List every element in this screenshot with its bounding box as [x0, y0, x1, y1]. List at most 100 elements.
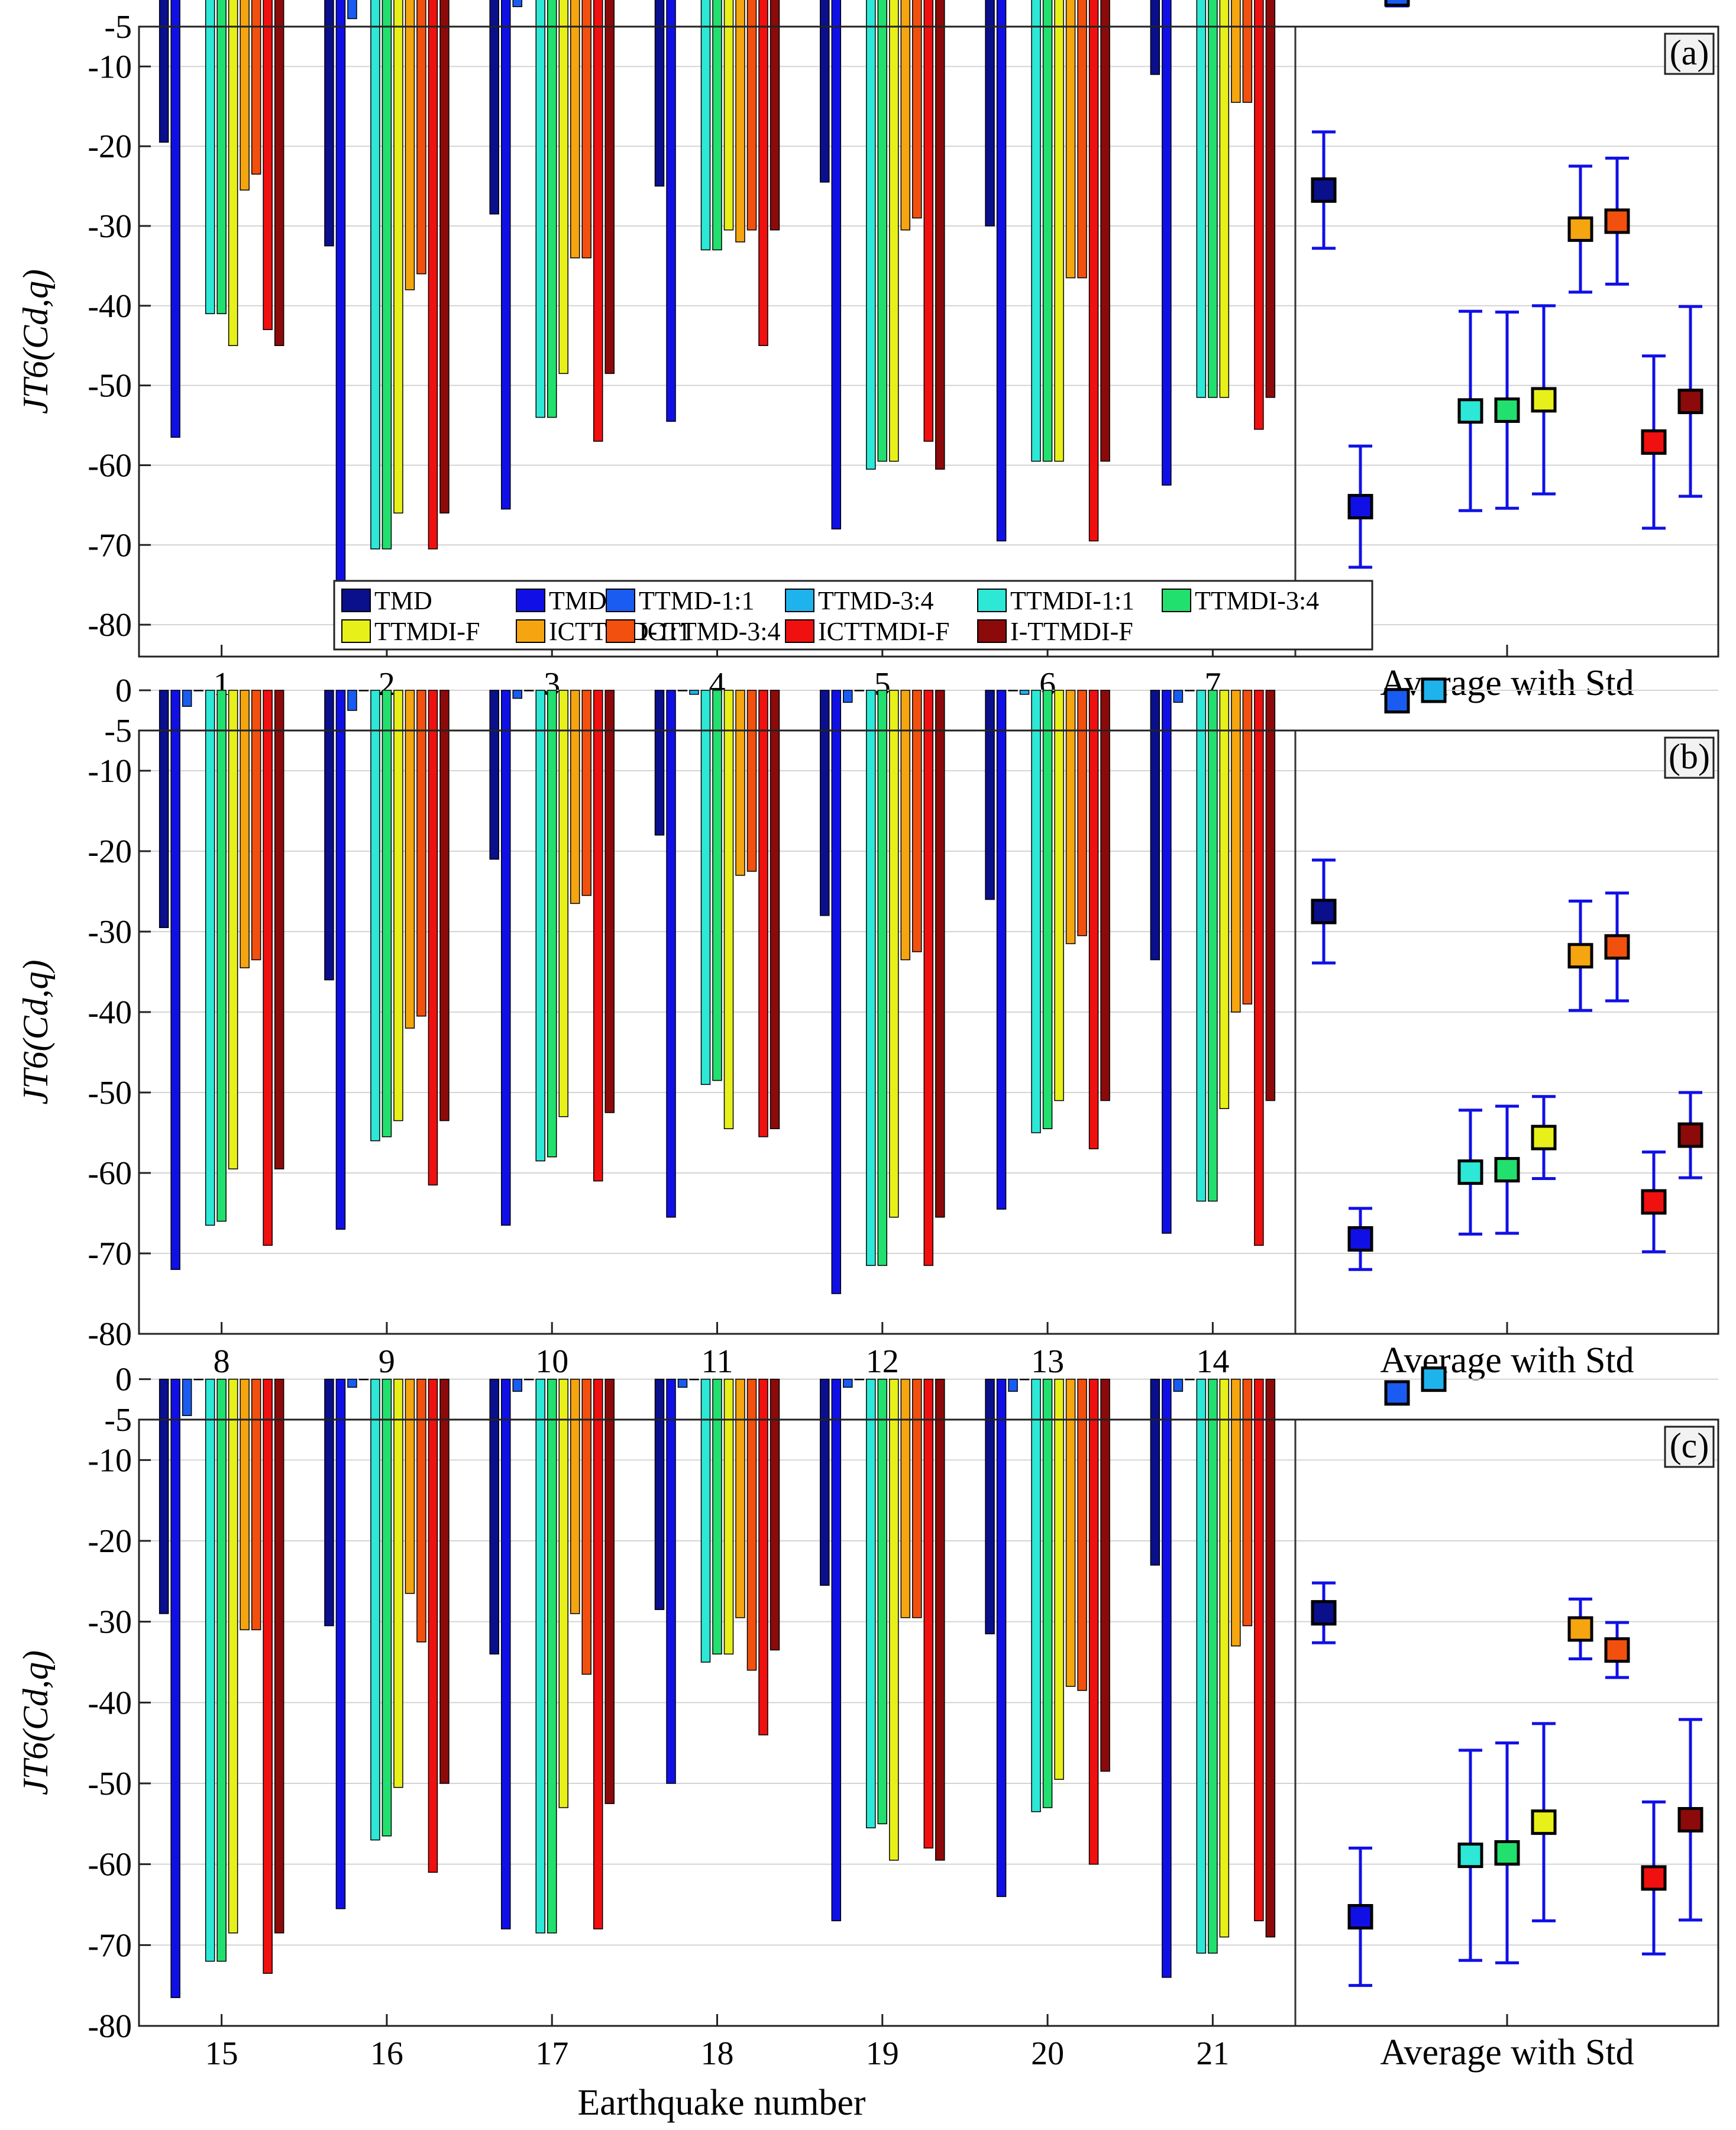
avg-tmdi-marker	[1347, 1226, 1373, 1252]
bar-tmdi	[170, 0, 180, 438]
bar-icttmd-3-4	[416, 690, 426, 1017]
bar-icttmdi-f	[263, 1378, 273, 1974]
bar-ttmdi-3-4	[216, 0, 227, 315]
bar-ttmd-3-4	[854, 690, 865, 691]
bar-ttmdi-f	[723, 0, 734, 231]
bar-icttmd-3-4	[416, 0, 426, 274]
y-tick-label: -20	[88, 1523, 132, 1560]
bar-ttmdi-3-4	[1208, 1378, 1218, 1954]
bar-icttmd-1-1	[735, 690, 745, 876]
bar-ttmd-3-4	[689, 690, 699, 695]
bar-tmdi	[170, 690, 180, 1270]
x-tick-label: 17	[535, 2035, 568, 2072]
legend-swatch-icttmdi-f	[785, 619, 814, 643]
legend-item-i-ttmdi-f: I-TTMDI-F	[1010, 617, 1133, 646]
x-tick-label: 19	[866, 2035, 899, 2072]
bar-ttmdi-f	[1054, 1378, 1064, 1780]
legend-swatch-tmd	[341, 589, 371, 612]
bar-ttmd-1-1	[1173, 1378, 1184, 1392]
bar-tmdi	[996, 1378, 1007, 1898]
bar-ttmd-1-1	[843, 1378, 853, 1388]
y-tick-label: -30	[88, 914, 132, 951]
bar-icttmd-1-1	[1231, 1378, 1241, 1647]
bar-ttmd-1-1	[512, 0, 522, 8]
bar-icttmd-1-1	[1231, 0, 1241, 103]
bar-i-ttmdi-f	[604, 0, 615, 374]
bar-ttmd-3-4	[1019, 690, 1030, 695]
y-tick-label: -10	[88, 1442, 132, 1479]
legend-item-ttmd-1-1: TTMD-1:1	[639, 586, 755, 615]
bar-i-ttmdi-f	[604, 690, 615, 1113]
bar-icttmd-1-1	[405, 0, 415, 290]
bar-ttmdi-f	[228, 0, 238, 346]
legend-item-ttmdi-f: TTMDI-F	[374, 617, 480, 646]
bar-ttmdi-f	[1054, 690, 1064, 1101]
avg-tmdi-marker	[1347, 494, 1373, 520]
avg-icttmd-3-4-marker	[1604, 934, 1630, 960]
bar-ttmdi-3-4	[1042, 0, 1053, 462]
bar-tmdi	[1162, 690, 1172, 1234]
bar-ttmdi-1-1	[205, 1378, 215, 1962]
bar-tmd	[820, 0, 830, 183]
avg-icttmd-1-1-marker	[1567, 216, 1593, 242]
axes-frame	[138, 25, 1719, 658]
bar-ttmdi-1-1	[535, 690, 545, 1162]
legend-swatch-tmdi	[516, 589, 545, 612]
legend-item-ttmdi-1-1: TTMDI-1:1	[1010, 586, 1134, 615]
bar-i-ttmdi-f	[604, 1378, 615, 1804]
avg-ttmdi-f-marker	[1531, 1124, 1557, 1150]
bar-ttmd-1-1	[1008, 690, 1018, 691]
bar-tmd	[654, 690, 665, 836]
panel-label: (c)	[1670, 1426, 1709, 1465]
bar-i-ttmdi-f	[274, 0, 285, 346]
bar-icttmd-3-4	[1242, 1378, 1253, 1627]
bar-icttmd-3-4	[746, 0, 757, 231]
bar-ttmd-1-1	[512, 1378, 522, 1392]
bar-ttmdi-3-4	[382, 690, 392, 1137]
bar-ttmd-1-1	[347, 0, 357, 20]
bar-icttmd-1-1	[405, 1378, 415, 1594]
panel-label-box	[1664, 33, 1715, 75]
bar-icttmdi-f	[263, 690, 273, 1246]
avg-ttmdi-1-1-marker	[1457, 1843, 1483, 1869]
bar-ttmd-3-4	[358, 1378, 369, 1381]
legend-swatch-ttmd-3-4	[785, 589, 814, 612]
bar-i-ttmdi-f	[439, 690, 450, 1121]
legend-item-icttmdi-f: ICTTMDI-F	[818, 617, 949, 646]
bar-i-ttmdi-f	[1100, 1378, 1110, 1772]
bar-ttmdi-3-4	[216, 1378, 227, 1962]
bar-tmdi	[1162, 1378, 1172, 1978]
avg-ttmdi-3-4-marker	[1494, 1840, 1520, 1866]
x-axis-title: Earthquake number	[577, 2083, 866, 2123]
bar-tmd	[985, 1378, 995, 1634]
bar-i-ttmdi-f	[935, 0, 945, 470]
x-tick-label: 11	[701, 1343, 733, 1380]
avg-icttmdi-f-marker	[1641, 1189, 1667, 1215]
legend-swatch-ttmd-1-1	[606, 589, 635, 612]
bar-icttmdi-f	[1254, 0, 1264, 430]
y-tick-label: -40	[88, 288, 132, 325]
bar-ttmdi-f	[393, 0, 403, 514]
y-tick-label: -80	[88, 2008, 132, 2045]
bar-tmdi	[666, 0, 676, 422]
avg-tmd-marker	[1311, 1600, 1337, 1626]
bar-i-ttmdi-f	[770, 0, 780, 231]
y-tick-label: -70	[88, 1927, 132, 1964]
bar-ttmdi-1-1	[1031, 0, 1041, 462]
x-tick-label: 9	[379, 1343, 395, 1380]
bar-icttmd-3-4	[416, 1378, 426, 1643]
bar-tmdi	[831, 690, 842, 1294]
bar-tmd	[159, 0, 169, 143]
bar-tmd	[1150, 1378, 1160, 1566]
average-label: Average with Std	[1380, 1340, 1634, 1381]
bar-ttmdi-1-1	[205, 0, 215, 315]
bar-i-ttmdi-f	[439, 1378, 450, 1784]
bar-tmdi	[1162, 0, 1172, 486]
bar-icttmdi-f	[923, 0, 934, 442]
y-tick-label: -10	[88, 753, 132, 790]
bar-tmd	[985, 690, 995, 900]
average-label: Average with Std	[1380, 2032, 1634, 2073]
bar-tmd	[654, 1378, 665, 1610]
